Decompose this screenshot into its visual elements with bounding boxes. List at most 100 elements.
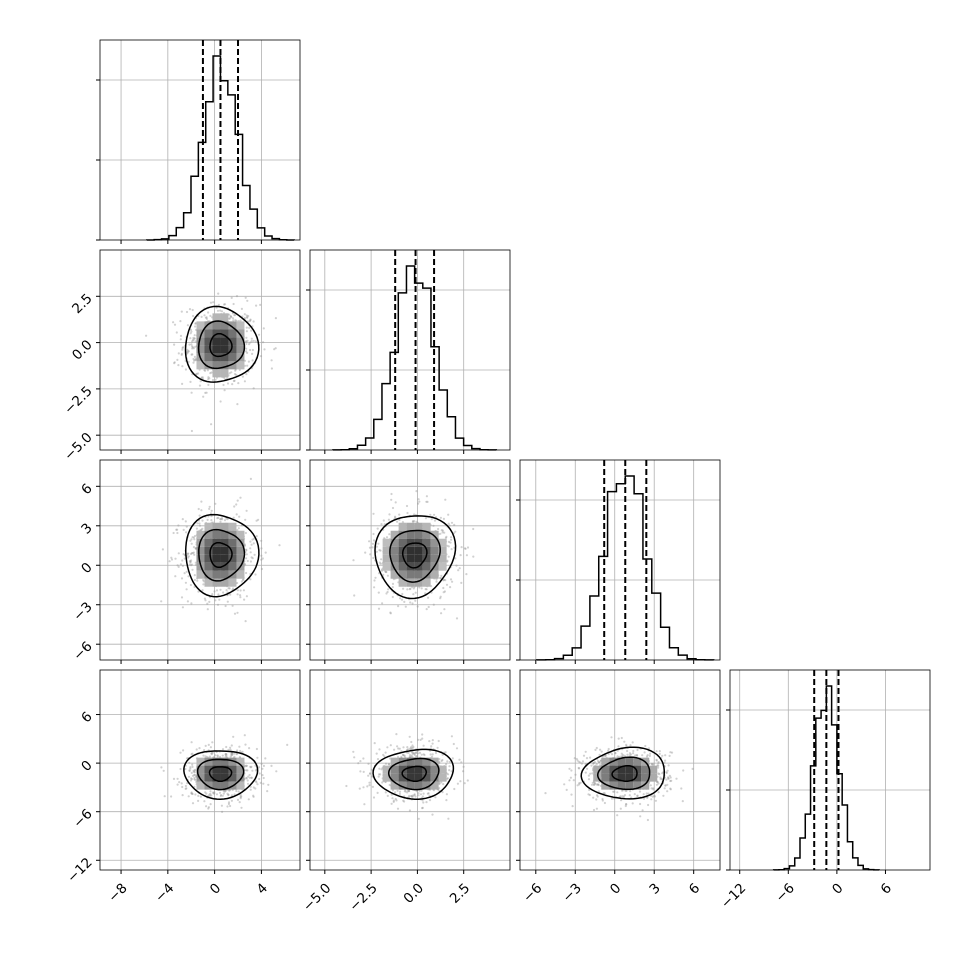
- density-cell: [438, 773, 447, 782]
- scatter-point: [181, 564, 184, 568]
- scatter-point: [645, 792, 648, 795]
- density-cell: [204, 578, 213, 587]
- scatter-point: [193, 553, 196, 556]
- scatter-point: [246, 559, 249, 563]
- scatter-point: [254, 340, 257, 343]
- scatter-point: [210, 371, 213, 374]
- scatter-point: [665, 778, 668, 781]
- scatter-point: [387, 763, 390, 766]
- scatter-point: [248, 747, 251, 750]
- scatter-point: [229, 315, 232, 318]
- scatter-point: [195, 372, 198, 375]
- scatter-point: [236, 798, 240, 802]
- scatter-point: [570, 793, 573, 796]
- scatter-point: [422, 744, 425, 747]
- x-tick-label-1-0: −5.0: [300, 880, 334, 914]
- scatter-point: [580, 762, 584, 765]
- density-cell: [228, 321, 237, 330]
- scatter-point: [590, 764, 593, 767]
- scatter-point: [652, 762, 655, 765]
- scatter-point: [244, 296, 247, 299]
- x-tick-label-3-0: −12: [718, 880, 749, 911]
- scatter-point: [161, 548, 164, 551]
- scatter-point: [187, 795, 190, 798]
- scatter-point: [394, 516, 397, 519]
- scatter-point: [229, 804, 232, 808]
- scatter-point: [286, 743, 289, 747]
- scatter-point: [229, 593, 232, 596]
- scatter-point: [450, 538, 453, 541]
- scatter-point: [433, 513, 436, 516]
- scatter-point: [226, 377, 229, 380]
- scatter-point: [191, 792, 194, 796]
- density-cell: [398, 554, 407, 563]
- scatter-point: [275, 770, 278, 773]
- density-cell: [601, 781, 610, 790]
- scatter-point: [447, 817, 450, 820]
- scatter-point: [193, 334, 196, 337]
- scatter-point: [201, 589, 204, 592]
- scatter-point: [368, 784, 371, 787]
- scatter-point: [249, 319, 252, 322]
- scatter-point: [221, 794, 224, 797]
- scatter-point: [245, 373, 248, 376]
- scatter-point: [362, 770, 365, 774]
- scatter-point: [426, 500, 429, 503]
- scatter-point: [632, 749, 635, 753]
- scatter-point: [618, 755, 621, 759]
- scatter-point: [636, 794, 639, 797]
- scatter-point: [248, 343, 251, 346]
- scatter-point: [394, 501, 397, 504]
- density-cell: [212, 773, 221, 782]
- density-cell: [422, 522, 431, 531]
- scatter-point: [270, 764, 273, 768]
- scatter-point: [181, 365, 184, 368]
- density-cell: [625, 765, 634, 774]
- scatter-point: [380, 568, 383, 571]
- panel-frame: [309, 459, 511, 661]
- scatter-point: [263, 348, 266, 351]
- scatter-point: [386, 590, 389, 594]
- scatter-point: [228, 317, 231, 320]
- scatter-point: [404, 605, 407, 608]
- scatter-point: [416, 755, 419, 758]
- scatter-point: [402, 799, 405, 802]
- scatter-point: [593, 783, 596, 786]
- scatter-point: [603, 792, 606, 795]
- scatter-point: [647, 747, 651, 750]
- scatter-point: [254, 780, 257, 783]
- scatter-point: [398, 747, 401, 750]
- scatter-point: [657, 791, 660, 794]
- scatter-point: [588, 793, 591, 797]
- density-cell: [212, 554, 221, 563]
- scatter-point: [231, 383, 234, 386]
- scatter-point: [650, 763, 653, 766]
- scatter-point: [590, 783, 594, 786]
- scatter-point: [193, 585, 196, 589]
- scatter-point: [196, 522, 199, 525]
- scatter-point: [250, 337, 253, 340]
- scatter-point: [207, 376, 210, 379]
- scatter-point: [191, 347, 194, 350]
- scatter-point: [255, 747, 258, 751]
- density-cell: [204, 337, 213, 346]
- scatter-point: [668, 774, 672, 777]
- scatter-point: [384, 762, 388, 765]
- scatter-point: [229, 755, 232, 758]
- scatter-point: [413, 753, 416, 757]
- scatter-point: [402, 753, 405, 757]
- scatter-point: [224, 604, 227, 608]
- scatter-point: [216, 755, 219, 758]
- scatter-point: [621, 753, 625, 757]
- scatter-point: [252, 542, 255, 545]
- scatter-point: [646, 796, 649, 799]
- scatter-point: [592, 783, 596, 786]
- scatter-point: [390, 802, 393, 805]
- scatter-point: [189, 561, 192, 564]
- scatter-point: [578, 783, 581, 786]
- density-cell: [406, 570, 415, 579]
- scatter-point: [433, 519, 437, 522]
- scatter-point: [381, 602, 384, 605]
- density-cell: [649, 773, 658, 782]
- scatter-point: [403, 754, 406, 757]
